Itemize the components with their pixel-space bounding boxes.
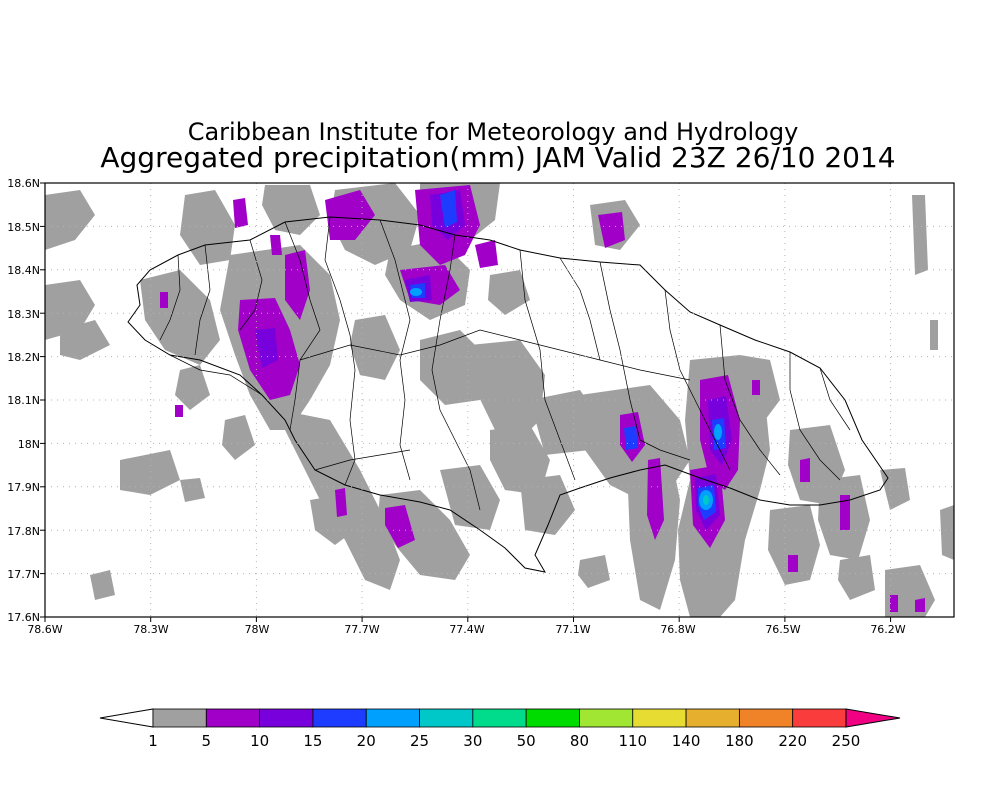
x-tick-label: 78W	[245, 623, 270, 636]
y-tick-label: 18.6N	[7, 177, 40, 190]
x-tick-label: 77.7W	[344, 623, 379, 636]
colorbar-segment	[792, 708, 847, 728]
figure-title-institute: Caribbean Institute for Meteorology and …	[188, 118, 799, 146]
longitude-axis: 78.6W 78.3W 78W 77.7W 77.4W 77.1W 76.8W …	[27, 623, 905, 636]
precip-peak-cells	[410, 288, 722, 510]
y-tick-label: 17.6N	[7, 611, 40, 624]
colorbar-segment	[205, 708, 261, 728]
colorbar-label: 10	[250, 732, 269, 750]
x-tick-label: 76.8W	[660, 623, 695, 636]
colorbar-label: 220	[778, 732, 807, 750]
colorbar-label: 5	[202, 732, 212, 750]
colorbar-label: 250	[832, 732, 861, 750]
x-tick-label: 77.1W	[555, 623, 590, 636]
y-tick-label: 18N	[18, 438, 40, 451]
colorbar-label: 25	[410, 732, 429, 750]
colorbar-label: 15	[303, 732, 322, 750]
x-tick-label: 76.2W	[870, 623, 905, 636]
y-tick-label: 17.8N	[7, 525, 40, 538]
map-grid-lines	[45, 183, 954, 617]
x-tick-label: 77.4W	[449, 623, 484, 636]
map-plot-area	[45, 183, 954, 617]
x-tick-label: 78.3W	[133, 623, 168, 636]
colorbar-segment	[312, 708, 367, 728]
colorbar-segment	[472, 708, 527, 728]
colorbar-label: 140	[672, 732, 701, 750]
colorbar-high-arrow	[845, 708, 901, 728]
colorbar-segment	[419, 708, 474, 728]
colorbar-segment	[259, 708, 314, 728]
jamaica-coastline	[127, 216, 889, 573]
colorbar-segment	[152, 708, 207, 728]
colorbar-low-arrow	[99, 708, 154, 728]
y-tick-label: 18.2N	[7, 351, 40, 364]
colorbar-label: 80	[570, 732, 589, 750]
axis-tick-marks	[40, 182, 892, 622]
colorbar-segment	[632, 708, 687, 728]
y-tick-label: 18.5N	[7, 221, 40, 234]
y-tick-label: 18.4N	[7, 264, 40, 277]
colorbar-segment	[365, 708, 420, 728]
x-tick-label: 76.5W	[765, 623, 800, 636]
colorbar-segment	[738, 708, 794, 728]
precipitation-colorbar: 1 5 10 15 20 25 30 50 80 110 140 180 220 250	[99, 708, 901, 750]
colorbar-label: 50	[517, 732, 536, 750]
colorbar-segment	[685, 708, 740, 728]
y-tick-label: 17.9N	[7, 481, 40, 494]
x-tick-label: 78.6W	[27, 623, 62, 636]
latitude-axis: 18.6N 18.5N 18.4N 18.3N 18.2N 18.1N 18N …	[7, 177, 40, 624]
figure-title-product: Aggregated precipitation(mm) JAM Valid 2…	[100, 141, 895, 174]
colorbar-label: 110	[618, 732, 647, 750]
y-tick-label: 18.1N	[7, 394, 40, 407]
y-tick-label: 17.7N	[7, 568, 40, 581]
colorbar-label: 20	[357, 732, 376, 750]
colorbar-label: 30	[463, 732, 482, 750]
colorbar-segment	[525, 708, 580, 728]
colorbar-label: 1	[148, 732, 158, 750]
colorbar-segment	[579, 708, 634, 728]
colorbar-label: 180	[725, 732, 754, 750]
y-tick-label: 18.3N	[7, 308, 40, 321]
